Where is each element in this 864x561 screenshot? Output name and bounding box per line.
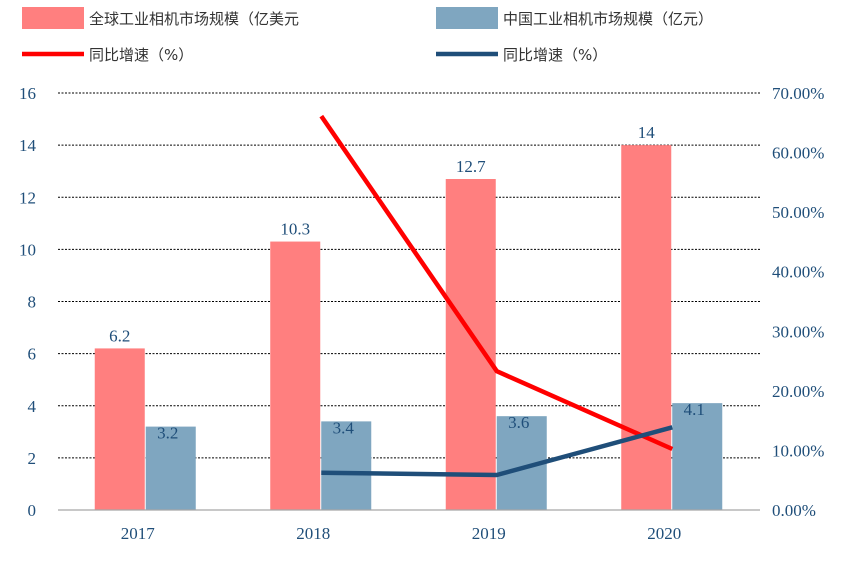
data-label-global: 14 [638, 123, 656, 142]
x-tick-label: 2017 [121, 524, 156, 543]
lines [319, 114, 674, 478]
bar-global-market [270, 241, 321, 510]
legend-label-global-growth: 同比增速（%） [89, 46, 193, 64]
y-right-tick-label: 70.00% [772, 84, 824, 103]
bar-global-market [94, 348, 145, 510]
legend-swatch-china-market [436, 7, 498, 29]
y-right-tick-label: 0.00% [772, 501, 816, 520]
y-right-tick-label: 20.00% [772, 382, 824, 401]
bar-global-market [445, 179, 496, 510]
gridlines [58, 92, 760, 459]
bar-china-market [672, 403, 723, 510]
y-right-tick-label: 50.00% [772, 203, 824, 222]
bar-china-market [145, 426, 196, 510]
y-right-tick-label: 40.00% [772, 263, 824, 282]
line-china-growth [321, 425, 673, 478]
x-tick-label: 2020 [647, 524, 681, 543]
legend-label-china-growth: 同比增速（%） [503, 46, 607, 64]
y-right-tick-label: 30.00% [772, 322, 824, 341]
y-left-tick-label: 6 [28, 345, 37, 364]
y-left-tick-label: 16 [19, 84, 36, 103]
axes: 0 2 4 6 8 10 12 14 16 0.00% 10.00% 20.00% 30.00% 40.0… [19, 84, 824, 543]
bar-global-market [621, 145, 672, 510]
data-label-china: 4.1 [684, 400, 705, 419]
y-right-tick-label: 60.00% [772, 144, 824, 163]
legend-swatch-global-market [22, 7, 84, 29]
y-left-tick-label: 4 [28, 397, 37, 416]
y-left-tick-label: 2 [28, 449, 37, 468]
y-left-tick-label: 10 [19, 240, 36, 259]
bar-china-market [321, 421, 372, 510]
y-left-tick-label: 12 [19, 188, 36, 207]
data-label-china: 3.6 [508, 413, 529, 432]
data-label-global: 12.7 [456, 157, 486, 176]
data-label-global: 10.3 [280, 220, 310, 239]
bars: 6.2 3.2 10.3 3.4 12.7 3.6 14 4.1 [94, 123, 723, 510]
legend-label-china-market: 中国工业相机市场规模（亿元） [503, 10, 713, 28]
data-label-global: 6.2 [109, 326, 130, 345]
legend: 全球工业相机市场规模（亿美元 中国工业相机市场规模（亿元） 同比增速（%） 同比… [22, 7, 713, 64]
y-left-tick-label: 0 [28, 501, 37, 520]
y-right-tick-label: 10.00% [772, 441, 824, 460]
legend-label-global-market: 全球工业相机市场规模（亿美元 [89, 10, 299, 28]
line-global-growth [319, 114, 674, 452]
data-label-china: 3.2 [157, 424, 178, 443]
x-tick-label: 2019 [472, 524, 506, 543]
data-label-china: 3.4 [333, 418, 355, 437]
x-tick-label: 2018 [296, 524, 330, 543]
y-left-tick-label: 14 [19, 136, 37, 155]
y-left-tick-label: 8 [28, 293, 37, 312]
